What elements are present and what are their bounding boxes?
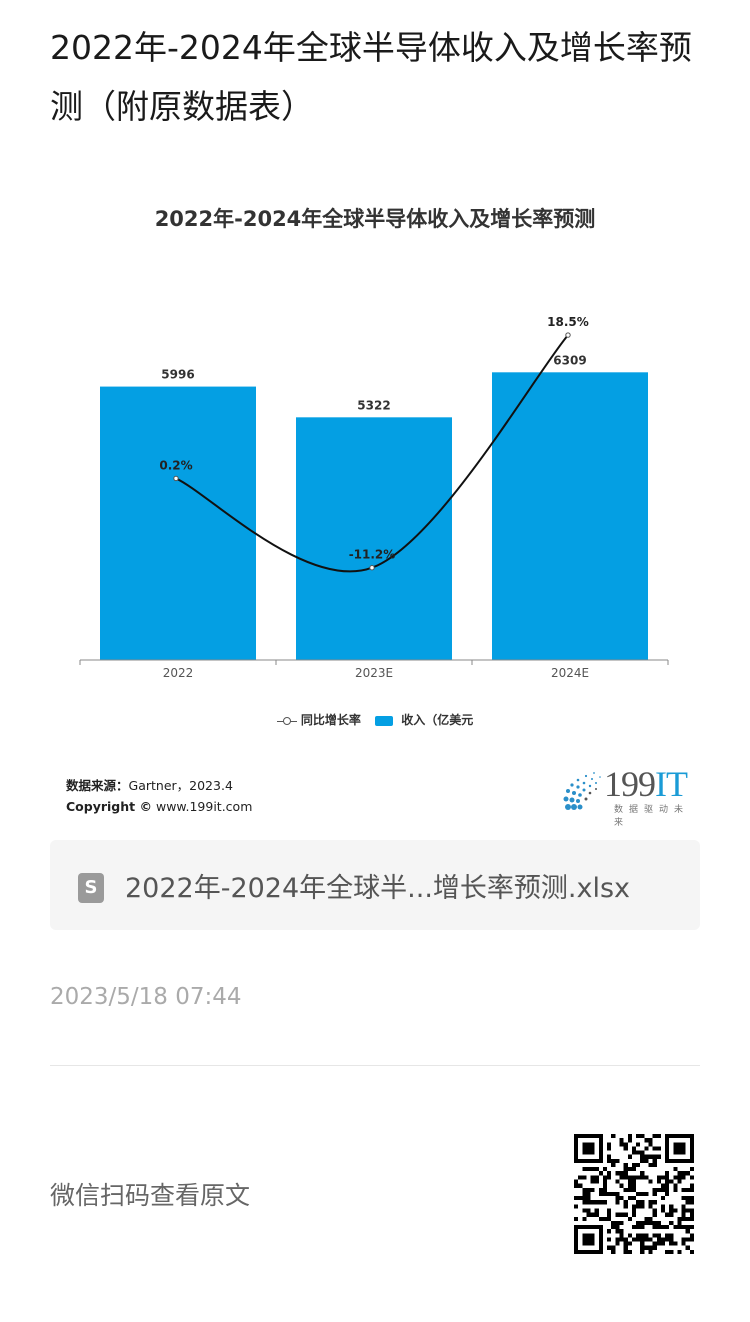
bar-2023E <box>296 417 452 660</box>
logo-text: 199IT <box>604 764 688 804</box>
growth-value-label: 0.2% <box>159 458 192 472</box>
legend-item-revenue: 收入（亿美元 <box>375 711 473 728</box>
growth-value-label: -11.2% <box>349 548 396 562</box>
chart-image: 2022年-2024年全球半导体收入及增长率预测 5996 2022 5322 202… <box>0 185 750 835</box>
copyright-label: Copyright © <box>66 799 152 814</box>
qr-code-icon[interactable] <box>574 1134 694 1254</box>
attachment-file-card[interactable]: S 2022年-2024年全球半...增长率预测.xlsx <box>50 840 700 930</box>
logo-199it: 199IT 数据驱动未来 <box>560 764 700 828</box>
data-source: 数据来源：Gartner，2023.4 Copyright © www.199i… <box>66 775 252 817</box>
logo-tagline: 数据驱动未来 <box>614 805 690 828</box>
bar-value-label: 5996 <box>161 368 194 382</box>
growth-point <box>173 475 179 482</box>
legend-bar-swatch-icon <box>375 715 394 726</box>
chart-title: 2022年-2024年全球半导体收入及增长率预测 <box>154 207 596 231</box>
source-text: Gartner，2023.4 <box>128 778 233 793</box>
growth-point <box>565 332 571 338</box>
spreadsheet-file-icon: S <box>78 873 104 903</box>
copyright-text: www.199it.com <box>155 799 253 814</box>
legend-item-growth: 同比增长率 <box>276 711 361 728</box>
bar-value-label: 5322 <box>357 398 390 412</box>
x-tick-label: 2023E <box>355 666 393 680</box>
qr-label: 微信扫码查看原文 <box>50 1181 251 1210</box>
bar-2022 <box>100 386 256 660</box>
x-tick-label: 2022 <box>163 666 194 680</box>
bar-value-label: 6309 <box>553 353 586 367</box>
x-tick-label: 2024E <box>551 666 589 680</box>
combo-chart: 5996 2022 5322 2023E 6309 2024E 0.2% -11.2% 18.5… <box>79 315 669 680</box>
post-timestamp: 2023/5/18 07:44 <box>50 984 242 1010</box>
source-label: 数据来源： <box>66 778 129 793</box>
chart-legend: 同比增长率 收入（亿美元 <box>0 711 750 728</box>
page-title: 2022年-2024年全球半导体收入及增长率预测（附原数据表） <box>50 28 692 126</box>
growth-value-label: 18.5% <box>547 315 589 329</box>
legend-label-revenue: 收入（亿美元 <box>401 713 474 727</box>
attachment-file-name: 2022年-2024年全球半...增长率预测.xlsx <box>125 873 631 904</box>
logo-mark-icon <box>563 772 601 810</box>
legend-line-marker-icon <box>276 716 297 726</box>
growth-point <box>369 565 375 571</box>
bar-2024E <box>492 372 648 660</box>
divider <box>50 1065 700 1066</box>
legend-label-growth: 同比增长率 <box>300 713 361 727</box>
